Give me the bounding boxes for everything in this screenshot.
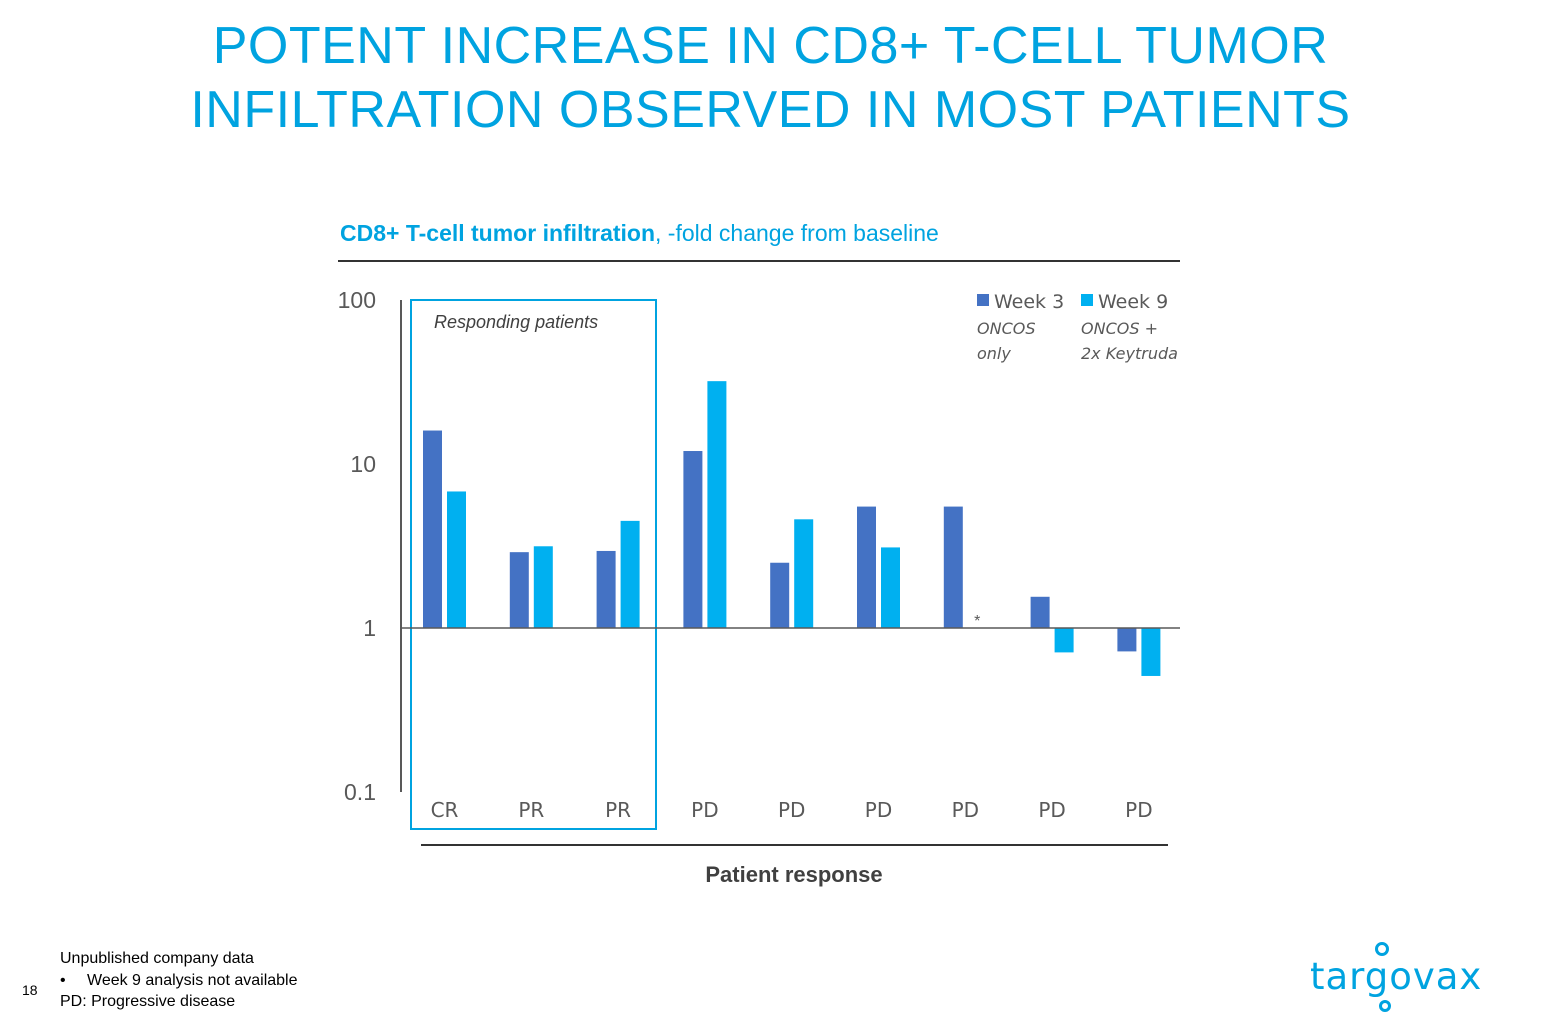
slide-title-line-2: INFILTRATION OBSERVED IN MOST PATIENTS xyxy=(190,81,1351,139)
footnotes: Unpublished company data • Week 9 analysi… xyxy=(60,948,298,1013)
legend-sublabel: only xyxy=(977,344,1011,363)
y-tick-label: 0.1 xyxy=(344,779,376,805)
x-category-label: PD xyxy=(778,798,805,822)
legend-series-name: Week 9 xyxy=(1098,291,1168,313)
legend: Week 3 ONCOS only Week 9 ONCOS + 2x Keytruda xyxy=(977,291,1178,363)
x-category-label: PD xyxy=(1038,798,1065,822)
x-category-label: PD xyxy=(691,798,718,822)
bar-week-3 xyxy=(596,550,616,628)
bar-week-9 xyxy=(881,547,900,628)
x-category-label: PD xyxy=(952,798,979,822)
footnote-bullet-line: • Week 9 analysis not available xyxy=(60,970,298,992)
x-category-label: PD xyxy=(865,798,892,822)
bars: Responding patients * xyxy=(401,299,1180,830)
bar-week-3 xyxy=(1117,628,1137,652)
logo-text: targovax xyxy=(1310,955,1483,998)
footnote-week9-note: Week 9 analysis not available xyxy=(87,971,298,989)
footnote-pd-definition: PD: Progressive disease xyxy=(60,993,236,1010)
legend-swatch xyxy=(977,294,989,306)
x-category-label: CR xyxy=(431,798,459,822)
legend-swatch xyxy=(1081,294,1093,306)
missing-data-marker: * xyxy=(974,613,980,630)
bar-week-3 xyxy=(1030,596,1050,628)
x-category-label: PR xyxy=(605,798,631,822)
targovax-logo-dots-icon xyxy=(1375,942,1391,1012)
bar-week-3 xyxy=(770,562,790,628)
legend-sublabel: 2x Keytruda xyxy=(1081,344,1178,363)
targovax-logo: targovax xyxy=(1310,940,1483,1015)
bullet-icon: • xyxy=(60,971,66,989)
slide-title: POTENT INCREASE IN CD8+ T-CELL TUMOR INF… xyxy=(0,14,1541,142)
bar-week-9 xyxy=(1141,628,1161,676)
legend-series-name: Week 3 xyxy=(994,291,1064,313)
y-tick-label: 100 xyxy=(338,287,376,313)
x-axis-title: Patient response xyxy=(705,862,882,887)
bar-week-3 xyxy=(423,430,442,628)
x-axis-labels: CR PR PR PD PD PD PD PD PD Patient response xyxy=(421,798,1168,887)
slide-title-line-1: POTENT INCREASE IN CD8+ T-CELL TUMOR xyxy=(212,17,1329,75)
y-tick-label: 10 xyxy=(350,451,376,477)
bar-week-3 xyxy=(943,506,963,628)
bar-week-9 xyxy=(707,381,727,628)
chart-heading-rule xyxy=(338,260,1180,262)
legend-sublabel: ONCOS xyxy=(977,319,1035,338)
legend-sublabel: ONCOS + xyxy=(1081,319,1158,338)
bar-week-9 xyxy=(794,519,814,628)
responding-patients-box xyxy=(410,299,657,830)
bar-week-9 xyxy=(1054,628,1074,653)
x-category-label: PD xyxy=(1125,798,1152,822)
y-tick-label: 1 xyxy=(363,615,376,641)
chart-heading: CD8+ T-cell tumor infiltration, -fold ch… xyxy=(340,220,939,247)
chart-heading-bold: CD8+ T-cell tumor infiltration xyxy=(340,220,656,246)
bar-week-9 xyxy=(447,491,466,628)
footnote-source: Unpublished company data xyxy=(60,950,254,967)
bar-week-3 xyxy=(857,506,876,628)
responding-patients-label: Responding patients xyxy=(434,312,598,332)
page-number: 18 xyxy=(22,982,38,998)
y-axis: 100 10 1 0.1 xyxy=(338,287,402,805)
bar-week-3 xyxy=(509,552,529,628)
bar-week-3 xyxy=(683,451,703,628)
bar-week-9 xyxy=(533,546,553,628)
bar-week-9 xyxy=(620,520,640,628)
chart-heading-rest: , -fold change from baseline xyxy=(655,220,939,246)
x-category-label: PR xyxy=(518,798,544,822)
